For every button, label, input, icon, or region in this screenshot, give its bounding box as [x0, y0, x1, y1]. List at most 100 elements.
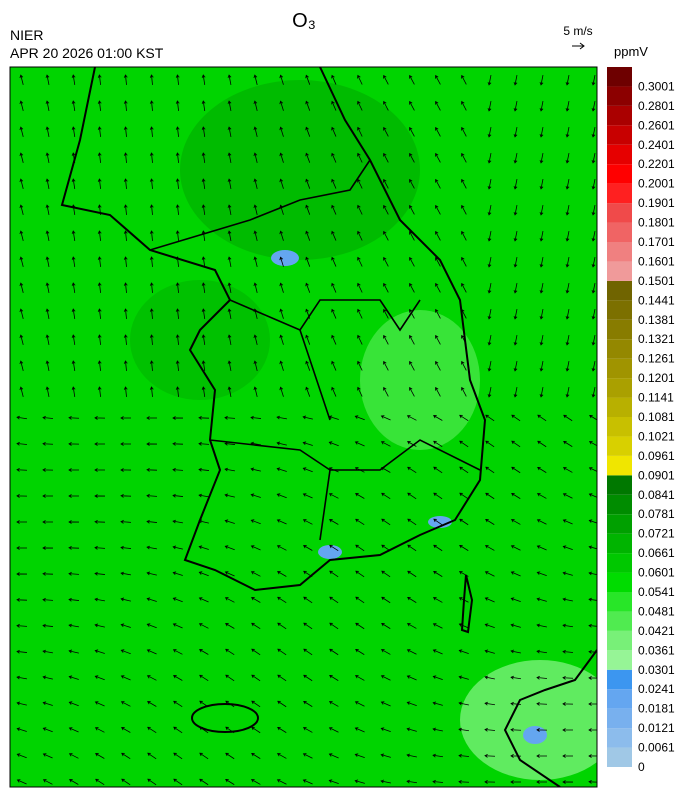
wind-arrow	[16, 623, 28, 628]
wind-arrow	[591, 153, 596, 164]
colorbar-segment	[607, 514, 632, 534]
wind-arrow	[409, 126, 415, 137]
wind-arrow	[146, 597, 157, 602]
wind-arrow	[123, 282, 128, 294]
wind-arrow	[227, 360, 232, 371]
wind-arrow	[303, 622, 313, 630]
wind-arrow	[354, 701, 365, 707]
wind-arrow	[120, 597, 131, 602]
wind-arrow	[484, 597, 495, 603]
wind-arrow	[71, 386, 76, 398]
wind-arrow	[277, 674, 287, 682]
wind-arrow	[123, 230, 128, 242]
wind-arrow	[253, 386, 258, 397]
wind-arrow	[461, 230, 467, 241]
colorbar-segment	[607, 436, 632, 456]
wind-arrow	[42, 441, 54, 446]
wind-arrow	[71, 360, 76, 372]
wind-arrow	[201, 178, 206, 190]
wind-arrow	[539, 205, 544, 216]
wind-arrow	[201, 386, 206, 398]
wind-arrow	[565, 127, 570, 138]
wind-arrow	[484, 675, 495, 680]
wind-arrow	[536, 571, 547, 577]
wind-arrow	[225, 623, 235, 629]
wind-arrow	[45, 204, 50, 215]
wind-arrow	[406, 701, 417, 707]
wind-arrow	[147, 726, 157, 734]
wind-arrow	[459, 492, 469, 500]
wind-arrow	[461, 74, 467, 85]
wind-arrow	[591, 283, 596, 294]
wind-arrow	[201, 282, 206, 294]
wind-arrow	[279, 360, 284, 371]
wind-arrow	[97, 152, 102, 164]
wind-arrow	[484, 545, 495, 551]
wind-arrow	[357, 282, 363, 293]
colorbar-segment	[607, 728, 632, 748]
wind-arrow	[227, 256, 232, 267]
wind-arrow	[68, 675, 79, 680]
wind-arrow	[432, 623, 443, 629]
wind-arrow	[45, 308, 50, 319]
wind-arrow	[42, 597, 54, 602]
wind-arrow	[94, 597, 105, 602]
colorbar-segment	[607, 222, 632, 242]
wind-arrow	[123, 100, 128, 112]
wind-arrow	[380, 701, 391, 707]
wind-arrow	[253, 230, 258, 241]
wind-arrow	[198, 416, 210, 420]
wind-arrow	[305, 74, 311, 85]
colorbar-segment	[607, 242, 632, 262]
wind-arrow	[487, 205, 492, 216]
wind-arrow	[591, 179, 596, 190]
wind-arrow	[16, 494, 28, 498]
wind-arrow	[68, 546, 80, 550]
wind-arrow	[224, 519, 235, 524]
wind-arrow	[461, 386, 467, 397]
wind-arrow	[279, 386, 284, 397]
colorbar-segment	[607, 105, 632, 126]
wind-arrow	[562, 571, 573, 576]
wind-arrow	[458, 701, 469, 706]
wind-arrow	[354, 415, 365, 421]
wind-arrow	[279, 256, 284, 267]
wind-arrow	[94, 494, 106, 498]
wind-arrow	[383, 334, 389, 345]
wind-arrow	[458, 753, 470, 758]
wind-arrow	[406, 415, 417, 421]
wind-arrow	[511, 414, 521, 422]
wind-arrow	[305, 256, 311, 267]
wind-arrow	[250, 571, 261, 577]
wind-arrow	[407, 441, 417, 447]
wind-arrow	[16, 572, 28, 576]
wind-arrow	[380, 727, 391, 733]
colorbar-label: 0.2601	[638, 118, 675, 132]
wind-arrow	[172, 545, 183, 550]
wind-arrow	[510, 780, 522, 784]
wind-arrow	[279, 126, 284, 137]
wind-arrow	[357, 74, 363, 85]
wind-arrow	[175, 308, 180, 320]
colorbar-label: 0.0421	[638, 624, 675, 638]
wind-arrow	[201, 100, 206, 112]
wind-arrow	[250, 467, 261, 472]
wind-arrow	[487, 387, 492, 398]
wind-arrow	[511, 492, 521, 499]
wind-arrow	[380, 753, 391, 758]
wind-arrow	[305, 360, 311, 371]
wind-arrow	[435, 178, 441, 189]
wind-arrow	[302, 467, 313, 473]
wind-arrow	[458, 623, 469, 629]
wind-arrow	[591, 257, 596, 268]
wind-arrow	[539, 75, 544, 86]
wind-arrow	[562, 623, 574, 628]
wind-arrow	[562, 780, 574, 784]
wind-arrow	[68, 468, 80, 472]
wind-arrow	[71, 74, 76, 86]
wind-arrow	[357, 256, 363, 267]
wind-arrow	[409, 152, 415, 163]
wind-arrow	[94, 727, 105, 733]
wind-arrow	[537, 466, 547, 473]
colorbar-label: 0.0121	[638, 721, 675, 735]
